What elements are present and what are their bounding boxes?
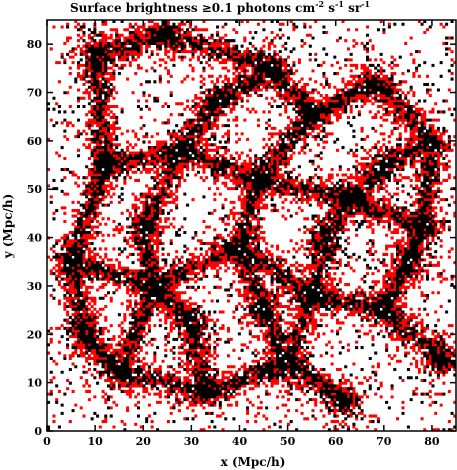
title-exp-s: -1 [335,0,344,9]
title-unit-sr: sr [344,1,362,15]
y-tick-label: 0 [34,425,42,438]
title-prefix: Surface brightness [70,1,202,15]
x-tick-label: 80 [424,435,440,448]
y-tick-label: 40 [27,232,43,245]
plot-area [47,20,456,431]
title-threshold: ≥0.1 photons cm [202,1,316,15]
x-tick-label: 40 [232,435,248,448]
title-exp-cm: -2 [315,0,324,9]
high-brightness-pixels [47,20,456,431]
x-tick-label: 50 [280,435,296,448]
x-axis-label: x (Mpc/h) [221,455,286,469]
y-axis-label: y (Mpc/h) [1,194,15,260]
x-tick-label: 30 [184,435,200,448]
x-tick-label: 10 [87,435,103,448]
chart-title: Surface brightness ≥0.1 photons cm-2 s-1… [70,0,370,15]
y-tick-label: 50 [27,183,43,196]
title-unit-s: s [324,1,335,15]
y-tick-label: 80 [27,38,43,51]
y-tick-label: 20 [27,328,43,341]
y-tick-label: 60 [27,135,43,148]
plot-frame [46,19,457,432]
x-axis-ticks: 0 10 20 30 40 50 60 70 80 [43,20,440,448]
x-tick-label: 70 [376,435,392,448]
y-tick-label: 70 [27,87,43,100]
title-exp-sr: -1 [361,0,370,9]
x-tick-label: 20 [136,435,152,448]
y-tick-label: 30 [27,280,43,293]
x-tick-label: 0 [43,435,51,448]
pixel-layer [47,20,456,431]
y-axis-ticks: 0 10 20 30 40 50 60 70 80 [27,38,456,438]
y-tick-label: 10 [27,377,43,390]
x-tick-label: 60 [328,435,344,448]
